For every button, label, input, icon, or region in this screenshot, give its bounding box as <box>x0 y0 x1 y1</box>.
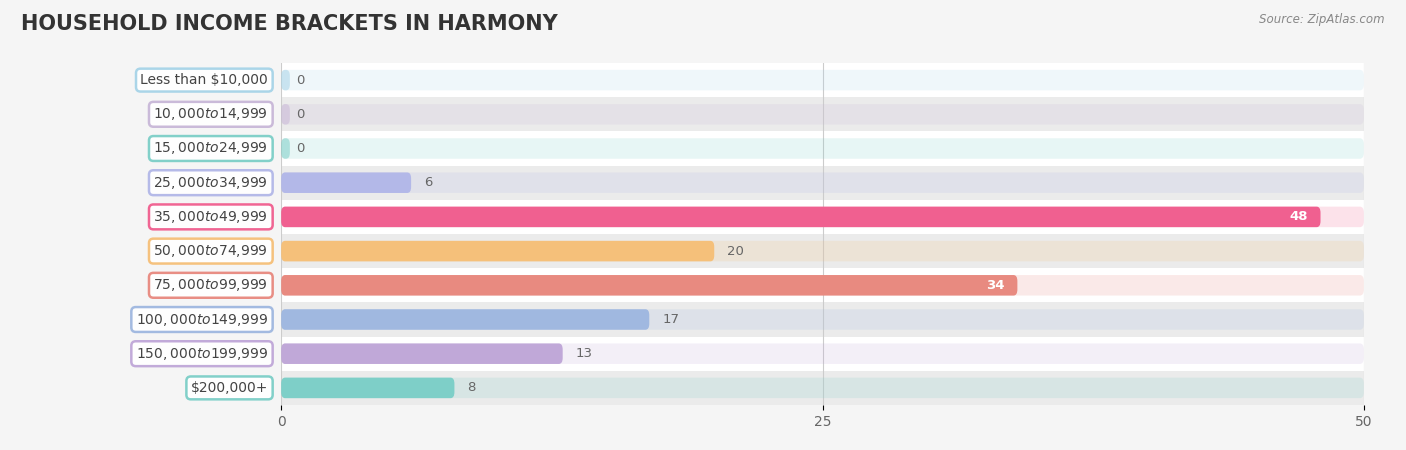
FancyBboxPatch shape <box>281 138 290 159</box>
FancyBboxPatch shape <box>281 70 1364 90</box>
FancyBboxPatch shape <box>281 207 1364 227</box>
FancyBboxPatch shape <box>281 241 1364 261</box>
FancyBboxPatch shape <box>281 172 411 193</box>
Text: HOUSEHOLD INCOME BRACKETS IN HARMONY: HOUSEHOLD INCOME BRACKETS IN HARMONY <box>21 14 558 33</box>
FancyBboxPatch shape <box>281 241 714 261</box>
Bar <box>281 97 1364 131</box>
Text: 20: 20 <box>727 245 744 257</box>
FancyBboxPatch shape <box>281 104 1364 125</box>
Bar <box>281 131 1364 166</box>
FancyBboxPatch shape <box>281 104 290 125</box>
Text: $10,000 to $14,999: $10,000 to $14,999 <box>153 106 269 122</box>
FancyBboxPatch shape <box>281 309 650 330</box>
Text: 6: 6 <box>425 176 433 189</box>
Text: $150,000 to $199,999: $150,000 to $199,999 <box>136 346 269 362</box>
Bar <box>281 371 1364 405</box>
Text: 0: 0 <box>297 142 305 155</box>
Text: $100,000 to $149,999: $100,000 to $149,999 <box>136 311 269 328</box>
Text: Less than $10,000: Less than $10,000 <box>141 73 269 87</box>
Bar <box>281 268 1364 302</box>
Text: $35,000 to $49,999: $35,000 to $49,999 <box>153 209 269 225</box>
Bar <box>281 234 1364 268</box>
FancyBboxPatch shape <box>281 275 1018 296</box>
Text: Source: ZipAtlas.com: Source: ZipAtlas.com <box>1260 14 1385 27</box>
Text: 34: 34 <box>986 279 1004 292</box>
FancyBboxPatch shape <box>281 343 1364 364</box>
FancyBboxPatch shape <box>281 207 1320 227</box>
FancyBboxPatch shape <box>281 172 1364 193</box>
Text: $200,000+: $200,000+ <box>191 381 269 395</box>
Bar <box>281 63 1364 97</box>
FancyBboxPatch shape <box>281 138 1364 159</box>
Bar <box>281 200 1364 234</box>
Text: 48: 48 <box>1289 211 1308 223</box>
Text: 0: 0 <box>297 74 305 86</box>
Text: $75,000 to $99,999: $75,000 to $99,999 <box>153 277 269 293</box>
FancyBboxPatch shape <box>281 70 290 90</box>
Bar <box>281 337 1364 371</box>
Text: 0: 0 <box>297 108 305 121</box>
Bar <box>281 302 1364 337</box>
Text: $25,000 to $34,999: $25,000 to $34,999 <box>153 175 269 191</box>
Text: 8: 8 <box>467 382 475 394</box>
FancyBboxPatch shape <box>281 343 562 364</box>
FancyBboxPatch shape <box>281 378 454 398</box>
Bar <box>281 166 1364 200</box>
Text: $50,000 to $74,999: $50,000 to $74,999 <box>153 243 269 259</box>
Text: $15,000 to $24,999: $15,000 to $24,999 <box>153 140 269 157</box>
FancyBboxPatch shape <box>281 275 1364 296</box>
FancyBboxPatch shape <box>281 378 1364 398</box>
FancyBboxPatch shape <box>281 309 1364 330</box>
Text: 17: 17 <box>662 313 679 326</box>
Text: 13: 13 <box>575 347 593 360</box>
